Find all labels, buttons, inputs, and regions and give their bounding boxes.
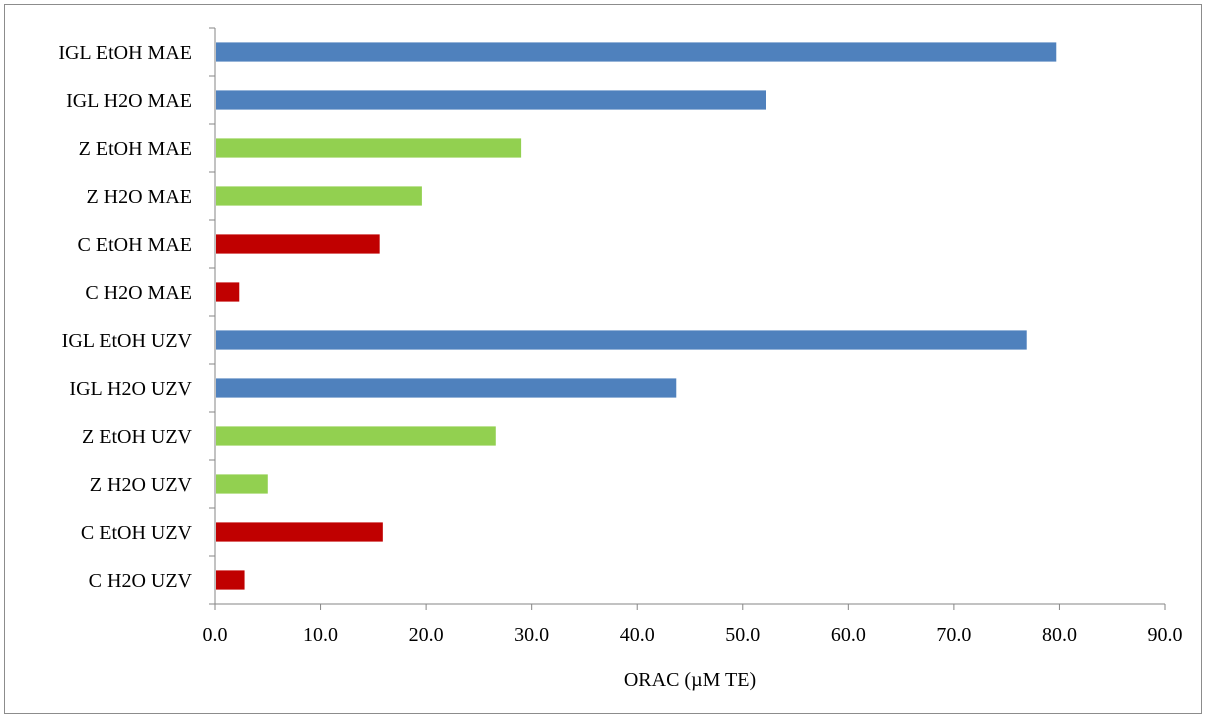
x-axis-title: ORAC (µM TE)	[624, 669, 756, 691]
category-label: Z EtOH UZV	[82, 426, 193, 448]
axes-layer	[214, 28, 1165, 605]
bar-6	[216, 282, 240, 302]
category-label: C EtOH UZV	[81, 522, 193, 544]
category-label: IGL H2O MAE	[66, 90, 192, 112]
category-label: Z H2O UZV	[90, 474, 193, 496]
bar-10	[216, 474, 268, 494]
bar-2	[216, 90, 766, 110]
x-tick-label: 50.0	[725, 624, 760, 646]
x-tick-label: 20.0	[409, 624, 444, 646]
chart-frame	[4, 4, 1202, 714]
category-label: C H2O UZV	[89, 570, 193, 592]
x-tick-label: 0.0	[203, 624, 228, 646]
bar-3	[216, 138, 522, 158]
x-tick-label: 60.0	[831, 624, 866, 646]
x-tick-label: 80.0	[1042, 624, 1077, 646]
category-label: Z EtOH MAE	[79, 138, 192, 160]
bar-9	[216, 426, 496, 446]
category-label: IGL EtOH MAE	[58, 42, 192, 64]
bar-5	[216, 234, 380, 254]
category-label: C H2O MAE	[85, 282, 192, 304]
category-label: IGL H2O UZV	[69, 378, 192, 400]
bar-12	[216, 570, 245, 590]
bar-1	[216, 42, 1057, 62]
bar-4	[216, 186, 422, 206]
bars-layer	[216, 42, 1057, 590]
x-tick-label: 10.0	[303, 624, 338, 646]
category-label: Z H2O MAE	[86, 186, 192, 208]
x-tick-label: 70.0	[936, 624, 971, 646]
category-label: IGL EtOH UZV	[62, 330, 193, 352]
x-tick-label: 90.0	[1148, 624, 1183, 646]
bar-11	[216, 522, 383, 542]
labels-layer: IGL EtOH MAE IGL H2O MAE Z EtOH MAE Z H2O M…	[58, 42, 1182, 646]
bar-7	[216, 330, 1027, 350]
x-tick-label: 40.0	[620, 624, 655, 646]
bar-8	[216, 378, 677, 398]
ticks-layer	[209, 27, 1166, 610]
x-tick-label: 30.0	[514, 624, 549, 646]
category-label: C EtOH MAE	[78, 234, 192, 256]
